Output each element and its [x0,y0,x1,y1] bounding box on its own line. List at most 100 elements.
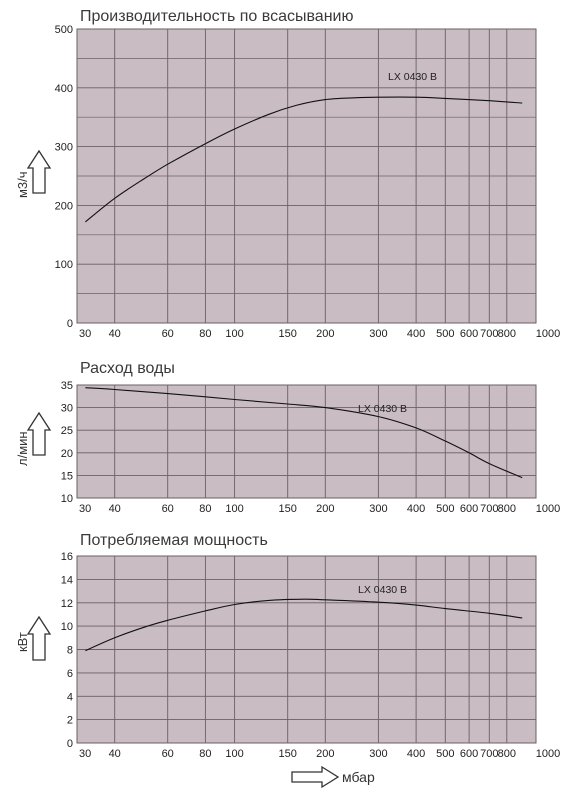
x-axis-unit: мбар [342,769,375,785]
chart-1-x-tick-label: 500 [436,328,454,340]
chart-2-plot-area [76,384,537,499]
chart-1-x-tick-label: 600 [460,328,478,340]
chart-1-curve [85,96,523,223]
chart-3-y-tick-label: 4 [67,691,73,703]
chart-power-consumption: Потребляемая мощность 0 2 4 6 8 10 12 14 16 30 40… [15,532,560,760]
chart-3-up-arrow-icon [26,615,52,661]
chart-1-y-tick-label: 400 [55,83,73,95]
chart-1-title: Производительность по всасыванию [80,8,353,25]
chart-1-series-label: LX 0430 B [388,71,437,83]
chart-2-series-label: LX 0430 B [358,403,407,415]
chart-1-x-tick-label: 200 [316,328,334,340]
chart-3-series-label: LX 0430 B [358,584,407,596]
right-arrow-icon [291,765,340,789]
chart-3-x-tick-label: 40 [109,748,121,760]
chart-1-grid [77,29,536,323]
chart-1-y-tick-label: 200 [55,200,73,212]
chart-3-x-tick-label: 200 [316,748,334,760]
chart-3-grid [77,556,536,743]
chart-2-y-tick-label: 20 [61,448,73,460]
chart-1-y-ticks: 0 100 200 300 400 500 [55,24,73,330]
chart-3-y-ticks: 0 2 4 6 8 10 12 14 16 [61,551,73,750]
chart-3-x-tick-label: 30 [79,748,91,760]
chart-2-x-tick-label: 600 [460,503,478,515]
chart-3-x-tick-label: 600 [460,748,478,760]
chart-2-y-ticks: 10 15 20 25 30 35 [61,380,73,505]
chart-3-y-tick-label: 14 [61,574,73,586]
chart-2-curve [85,387,523,479]
chart-3-ylabel: кВт [15,632,30,652]
chart-2-x-tick-label: 1000 [536,503,560,515]
chart-2-x-ticks: 30 40 60 80 100 150 200 300 400 500 600 700 800 1000 [79,503,560,515]
chart-3-y-tick-label: 8 [67,645,73,657]
chart-1-x-tick-label: 150 [279,328,297,340]
chart-1-ylabel-group: м3/ч [15,149,52,198]
chart-3-series-line-0 [85,598,523,652]
chart-2-ylabel-group: л/мин [15,411,52,466]
chart-1-x-tick-label: 80 [199,328,211,340]
chart-1-up-arrow-icon [26,149,52,194]
chart-2-y-tick-label: 30 [61,403,73,415]
chart-1-series-line-0 [85,96,523,223]
chart-2-y-tick-label: 15 [61,470,73,482]
chart-3-x-tick-label: 700 [480,748,498,760]
chart-3-x-tick-label: 300 [369,748,387,760]
chart-3-x-tick-label: 80 [199,748,211,760]
chart-2-y-tick-label: 25 [61,425,73,437]
chart-1-x-tick-label: 800 [498,328,516,340]
chart-3-x-tick-label: 1000 [536,748,560,760]
chart-3-x-tick-label: 60 [162,748,174,760]
chart-2-x-tick-label: 700 [480,503,498,515]
chart-3-y-tick-label: 2 [67,715,73,727]
chart-1-x-tick-label: 300 [369,328,387,340]
chart-1-ylabel: м3/ч [15,171,30,198]
chart-3-y-tick-label: 6 [67,668,73,680]
chart-3-y-tick-label: 10 [61,621,73,633]
chart-3-y-tick-label: 0 [67,738,73,750]
chart-2-series-line-0 [85,387,523,479]
chart-2-x-tick-label: 60 [162,503,174,515]
chart-3-ylabel-group: кВт [15,615,52,661]
chart-1-y-tick-label: 100 [55,259,73,271]
chart-2-x-tick-label: 500 [436,503,454,515]
chart-2-x-tick-label: 30 [79,503,91,515]
chart-2-x-tick-label: 400 [407,503,425,515]
chart-1-x-tick-label: 30 [79,328,91,340]
chart-2-x-tick-label: 150 [279,503,297,515]
chart-2-y-tick-label: 35 [61,380,73,392]
chart-2-x-tick-label: 100 [225,503,243,515]
chart-2-x-tick-label: 300 [369,503,387,515]
chart-3-x-tick-label: 150 [279,748,297,760]
chart-1-x-tick-label: 40 [109,328,121,340]
chart-2-ylabel: л/мин [15,431,30,466]
chart-3-curve [85,598,523,652]
chart-2-y-tick-label: 10 [61,493,73,505]
chart-1-x-ticks: 30 40 60 80 100 150 200 300 400 500 600 700 800 1000 [79,328,560,340]
chart-1-x-tick-label: 100 [225,328,243,340]
chart-3-y-tick-label: 12 [61,598,73,610]
chart-suction-capacity: Производительность по всасыванию 0 100 200… [15,8,560,340]
chart-3-x-ticks: 30 40 60 80 100 150 200 300 400 500 600 700 800 1000 [79,748,560,760]
x-unit-group: мбар [291,765,375,789]
chart-1-x-tick-label: 400 [407,328,425,340]
chart-3-title: Потребляемая мощность [80,532,268,549]
chart-2-x-tick-label: 800 [498,503,516,515]
chart-2-x-tick-label: 40 [109,503,121,515]
chart-1-y-tick-label: 300 [55,142,73,154]
chart-3-y-tick-label: 16 [61,551,73,563]
chart-1-x-tick-label: 1000 [536,328,560,340]
chart-1-y-tick-label: 500 [55,24,73,36]
chart-3-x-tick-label: 500 [436,748,454,760]
chart-2-up-arrow-icon [26,411,52,456]
chart-1-x-tick-label: 60 [162,328,174,340]
chart-2-x-tick-label: 80 [199,503,211,515]
chart-3-x-tick-label: 100 [225,748,243,760]
chart-1-y-tick-label: 0 [67,318,73,330]
chart-3-x-tick-label: 800 [498,748,516,760]
chart-1-x-tick-label: 700 [480,328,498,340]
chart-3-x-tick-label: 400 [407,748,425,760]
chart-2-title: Расход воды [80,360,175,377]
chart-water-flow: Расход воды 10 15 20 25 30 35 30 40 60 80 100 150 2… [15,360,560,515]
chart-2-x-tick-label: 200 [316,503,334,515]
